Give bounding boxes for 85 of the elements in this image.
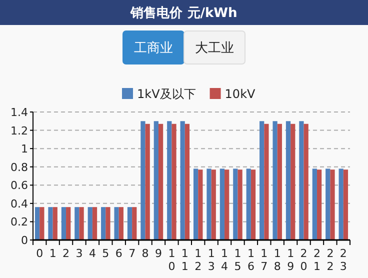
x-tick-label: 10: [165, 247, 178, 273]
bar: [343, 170, 348, 240]
y-tick-label: 0.8: [10, 160, 28, 174]
y-tick-label: 0.6: [10, 179, 28, 192]
bar: [167, 121, 172, 240]
y-tick-label: 1.4: [10, 106, 28, 119]
x-tick-label: 5: [99, 247, 112, 260]
bar: [114, 207, 119, 240]
bar: [250, 170, 256, 240]
bar: [299, 121, 304, 240]
bar: [88, 207, 92, 240]
x-tick-label: 0: [33, 247, 46, 260]
bar: [48, 207, 53, 240]
x-tick-label: 8: [138, 247, 152, 260]
x-tick-label: 22: [324, 247, 337, 273]
x-tick-label: 19: [284, 247, 298, 273]
y-tick-label: 0.2: [10, 216, 28, 229]
bar: [172, 124, 176, 240]
bar: [272, 121, 278, 240]
bar: [106, 207, 110, 240]
x-tick-label: 21: [310, 247, 324, 273]
bar: [338, 168, 344, 240]
x-tick-label: 12: [192, 247, 205, 273]
bar: [180, 121, 185, 240]
bar: [140, 121, 146, 240]
x-tick-label: 23: [336, 247, 350, 273]
bar: [277, 124, 282, 240]
bar: [304, 124, 308, 240]
bar: [206, 168, 212, 240]
text: 工商业: [134, 41, 173, 56]
bar: [40, 207, 44, 240]
x-tick-label: 7: [126, 247, 139, 260]
x-tick-label: 11: [178, 247, 192, 273]
bar: [79, 207, 84, 240]
text: 大工业: [195, 41, 234, 56]
bar: [132, 207, 137, 240]
x-tick-label: 16: [244, 247, 258, 273]
x-tick-label: 18: [270, 247, 284, 273]
legend-label: 1kV及以下: [137, 87, 196, 101]
x-tick-label: 1: [46, 247, 60, 260]
bar: [312, 168, 317, 240]
x-tick-label: 14: [218, 247, 232, 273]
bar: [290, 124, 296, 240]
bar: [74, 207, 80, 240]
x-tick-label: 6: [112, 247, 126, 260]
bar: [92, 207, 98, 240]
x-tick-label: 3: [72, 247, 86, 260]
bar: [246, 168, 251, 240]
bar: [66, 207, 71, 240]
bar: [52, 207, 58, 240]
bar: [145, 124, 150, 240]
bar: [118, 207, 124, 240]
bar: [316, 170, 322, 240]
bar: [127, 207, 132, 240]
chart-title: 销售电价 元/kWh: [130, 6, 238, 21]
x-tick-label: 17: [258, 247, 271, 273]
bar: [238, 170, 242, 240]
x-tick-label: 20: [297, 247, 310, 273]
bar: [193, 168, 198, 240]
bar: [211, 170, 216, 240]
x-tick-label: 13: [204, 247, 218, 273]
y-tick-label: 1: [21, 142, 28, 156]
bar: [224, 170, 230, 240]
bar: [326, 168, 330, 240]
x-tick-label: 15: [231, 247, 244, 273]
bar: [198, 170, 203, 240]
x-tick-label: 9: [152, 247, 165, 260]
legend-label: 10kV: [224, 87, 256, 101]
bar: [260, 121, 264, 240]
bar: [184, 124, 190, 240]
bar: [158, 124, 164, 240]
y-tick-label: 1.2: [10, 124, 28, 138]
bar: [264, 124, 269, 240]
y-tick-label: 0.4: [10, 197, 28, 210]
bar: [233, 168, 238, 240]
x-tick-label: 4: [86, 247, 99, 260]
bar: [101, 207, 106, 240]
y-tick-label: 0: [21, 234, 28, 247]
bar: [220, 168, 225, 240]
bar: [154, 121, 158, 240]
bar: [61, 207, 66, 240]
x-tick-label: 2: [60, 247, 73, 260]
bar: [34, 207, 40, 240]
bar: [286, 121, 291, 240]
bar: [330, 170, 335, 240]
